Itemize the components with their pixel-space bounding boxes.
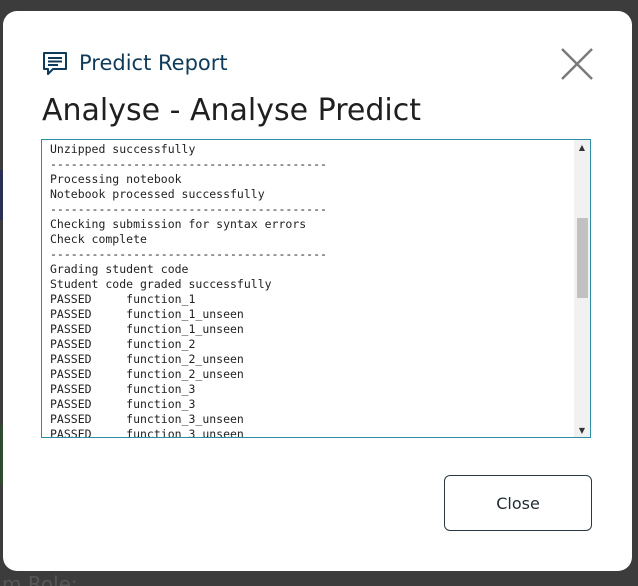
log-line: PASSED function_1_unseen: [50, 307, 244, 321]
arrow-down-icon[interactable]: ▼: [578, 425, 586, 435]
log-line: PASSED function_3: [50, 397, 196, 411]
log-line: Grading student code: [50, 262, 189, 276]
backdrop-fragment: [0, 425, 4, 485]
close-button[interactable]: Close: [444, 475, 592, 531]
modal-header-label: Predict Report: [79, 51, 228, 75]
log-line: ----------------------------------------: [50, 157, 327, 171]
report-log[interactable]: Unzipped successfully ------------------…: [41, 139, 591, 438]
log-line: PASSED function_3_unseen: [50, 427, 244, 438]
log-line: Student code graded successfully: [50, 277, 272, 291]
log-line: PASSED function_2_unseen: [50, 367, 244, 381]
backdrop-fragment: [0, 170, 4, 220]
log-line: Unzipped successfully: [50, 142, 196, 156]
log-line: Processing notebook: [50, 172, 182, 186]
page-title: Analyse - Analyse Predict: [42, 93, 421, 128]
log-line: PASSED function_2: [50, 337, 196, 351]
modal-header: Predict Report: [41, 49, 228, 77]
scrollbar-thumb[interactable]: [577, 218, 588, 298]
arrow-up-icon[interactable]: ▲: [578, 142, 586, 152]
log-line: Notebook processed successfully: [50, 187, 265, 201]
log-line: Checking submission for syntax errors: [50, 217, 307, 231]
backdrop-text: m Role:: [2, 572, 78, 586]
log-line: ----------------------------------------: [50, 202, 327, 216]
log-scrollbar[interactable]: ▲ ▼: [574, 140, 590, 437]
predict-report-modal: Predict Report Analyse - Analyse Predict…: [3, 11, 632, 571]
log-line: PASSED function_1_unseen: [50, 322, 244, 336]
report-comment-icon: [41, 49, 69, 77]
log-line: Check complete: [50, 232, 147, 246]
log-line: PASSED function_3_unseen: [50, 412, 244, 426]
log-line: PASSED function_2_unseen: [50, 352, 244, 366]
log-line: ----------------------------------------: [50, 247, 327, 261]
log-line: PASSED function_1: [50, 292, 196, 306]
report-log-text: Unzipped successfully ------------------…: [50, 142, 327, 438]
close-icon[interactable]: [559, 46, 595, 82]
log-line: PASSED function_3: [50, 382, 196, 396]
